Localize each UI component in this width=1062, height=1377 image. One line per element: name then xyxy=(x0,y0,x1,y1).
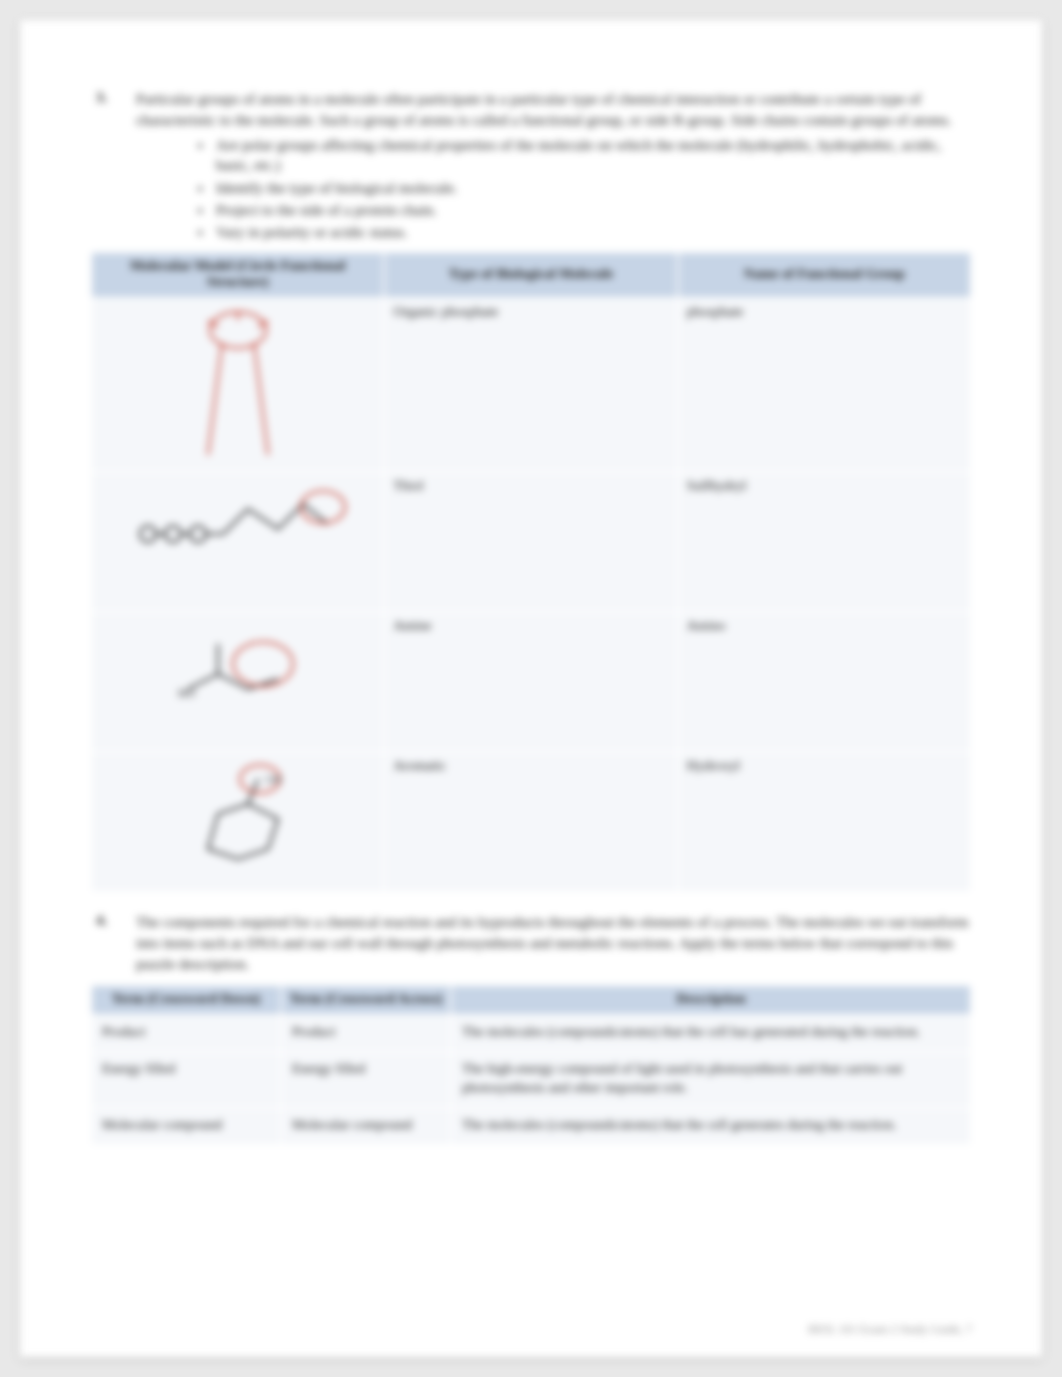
molecule-type: Organic phosphate xyxy=(384,298,677,472)
q3-sub-item: Project to the side of a protein chain. xyxy=(198,201,972,221)
molecule-cell xyxy=(91,298,384,472)
table-row: Energy filled Energy filled The high-ene… xyxy=(91,1052,971,1108)
term-across: Product xyxy=(281,1015,451,1052)
table-row: Product Product The molecules (compounds… xyxy=(91,1015,971,1052)
molecule-type: Amine xyxy=(384,612,677,752)
q4-number: 4. xyxy=(96,913,107,930)
molecule-cell xyxy=(91,472,384,612)
t1-header: Name of Functional Group xyxy=(678,252,971,298)
q3-text: Particular groups of atoms in a molecule… xyxy=(108,90,972,132)
crossword-table: Term (Crossword Down) Term (Crossword Ac… xyxy=(90,984,972,1146)
q3-sub-item: Vary in polarity or acidic status. xyxy=(198,223,972,243)
hydroxyl-structure-icon: OH xyxy=(148,759,328,869)
q3-sub-item: Are polar groups affecting chemical prop… xyxy=(198,136,972,177)
t1-header: Type of Biological Molecule xyxy=(384,252,677,298)
q3-sublist: Are polar groups affecting chemical prop… xyxy=(108,136,972,243)
molecule-type: Aromatic xyxy=(384,752,677,892)
t2-header: Term (Crossword Across) xyxy=(281,985,451,1015)
functional-group: phosphate xyxy=(678,298,971,472)
table-row: Organic phosphate phosphate xyxy=(91,298,971,472)
functional-group-table: Molecular Model (Circle Functional Struc… xyxy=(90,251,972,893)
svg-text:OH: OH xyxy=(266,774,282,786)
functional-group: Hydroxyl xyxy=(678,752,971,892)
q4-block: 4. The components required for a chemica… xyxy=(90,913,972,976)
t1-header: Molecular Model (Circle Functional Struc… xyxy=(91,252,384,298)
functional-group: Amino xyxy=(678,612,971,752)
q3-block: 3. Particular groups of atoms in a molec… xyxy=(90,90,972,243)
term-desc: The molecules (compounds/atoms) that the… xyxy=(451,1015,971,1052)
svg-text:HO: HO xyxy=(178,686,196,700)
molecule-type: Thiol xyxy=(384,472,677,612)
phosphate-structure-icon xyxy=(168,305,308,465)
table-row: OH Aromatic Hydroxyl xyxy=(91,752,971,892)
term-desc: The molecules (compounds/atoms) that the… xyxy=(451,1108,971,1145)
term-down: Molecular compound xyxy=(91,1108,281,1145)
term-across: Energy filled xyxy=(281,1052,451,1108)
molecule-cell: HO xyxy=(91,612,384,752)
sulfhydryl-structure-icon xyxy=(128,479,348,579)
q3-number: 3. xyxy=(96,90,107,107)
table-row: HO Amine Amino xyxy=(91,612,971,752)
page: 3. Particular groups of atoms in a molec… xyxy=(20,20,1042,1357)
term-down: Product xyxy=(91,1015,281,1052)
t2-header: Description xyxy=(451,985,971,1015)
term-desc: The high-energy compound of light used i… xyxy=(451,1052,971,1108)
term-down: Energy filled xyxy=(91,1052,281,1108)
amino-structure-icon: HO xyxy=(148,619,328,729)
table-row: Thiol Sulfhydryl xyxy=(91,472,971,612)
q4-text: The components required for a chemical r… xyxy=(108,913,972,976)
molecule-cell: OH xyxy=(91,752,384,892)
term-across: Molecular compound xyxy=(281,1108,451,1145)
q3-sub-item: Identify the type of biological molecule… xyxy=(198,179,972,199)
table-row: Molecular compound Molecular compound Th… xyxy=(91,1108,971,1145)
t2-header: Term (Crossword Down) xyxy=(91,985,281,1015)
page-footer: BIOL 101 Exam 2 Study Guide, 7 xyxy=(808,1322,972,1337)
functional-group: Sulfhydryl xyxy=(678,472,971,612)
